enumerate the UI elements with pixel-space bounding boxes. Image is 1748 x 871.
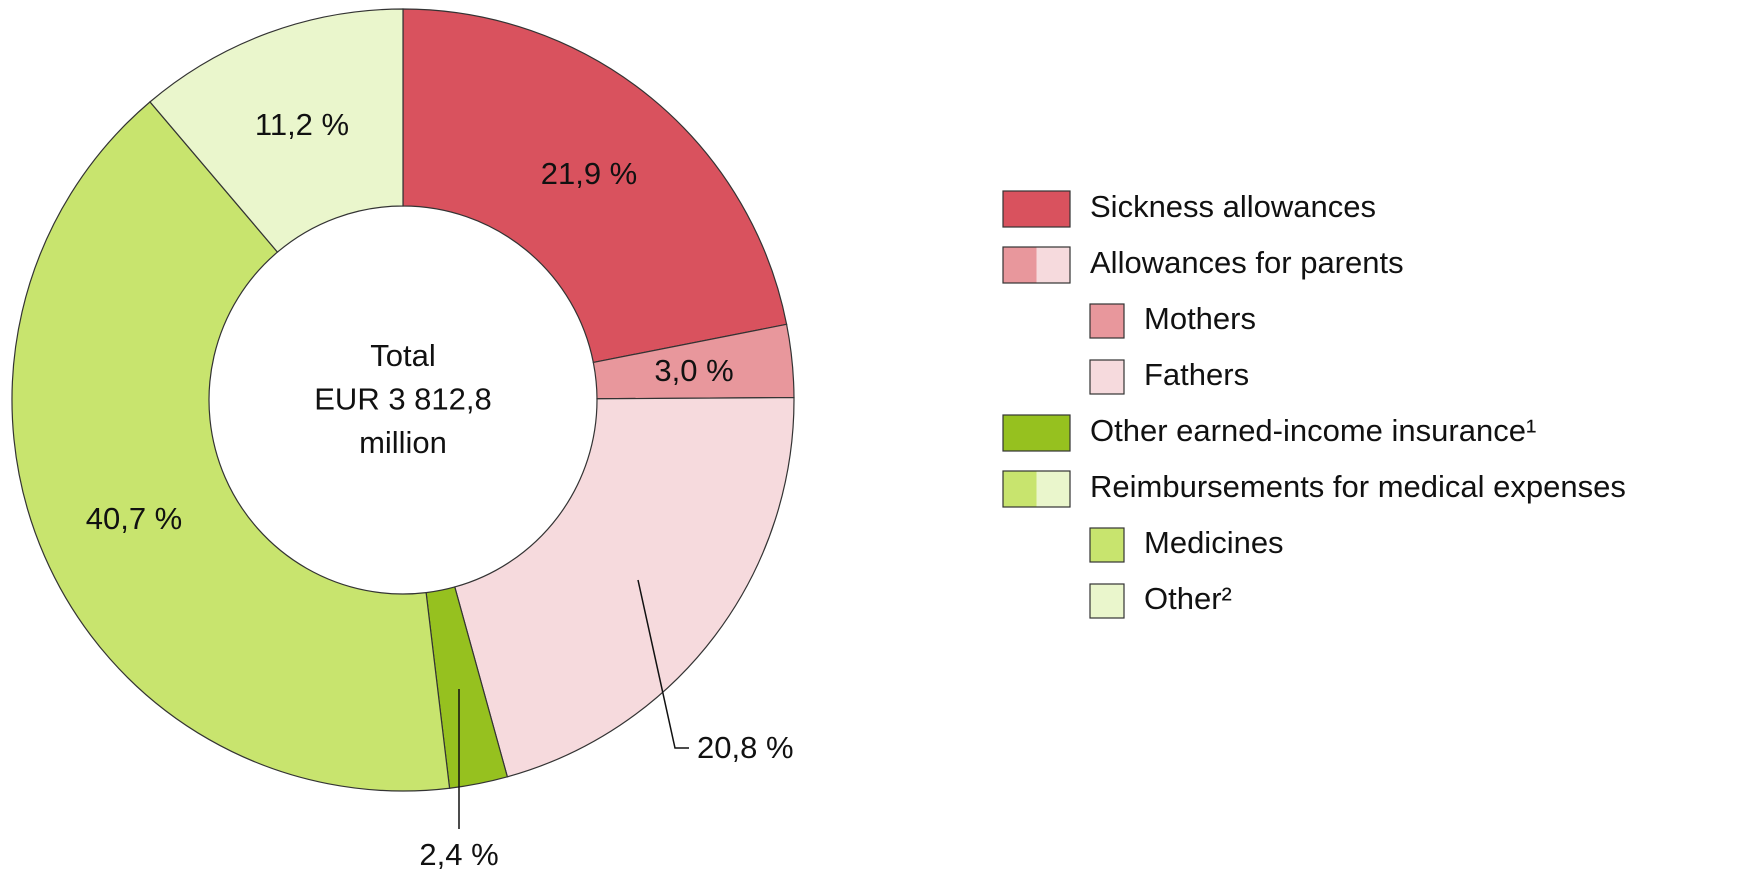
legend-label: Allowances for parents [1090,245,1404,280]
leader-line [637,579,689,749]
legend-label: Reimbursements for medical expenses [1090,469,1626,504]
legend-swatch [1089,359,1125,395]
donut-slice [11,101,451,792]
legend-swatch [1002,414,1071,452]
value-label: 2,4 % [419,837,498,871]
value-label: 11,2 % [255,107,349,142]
legend-swatch [1089,303,1125,339]
center-label: Total [370,338,435,373]
value-label: 40,7 % [86,501,183,536]
donut-slice [402,8,788,364]
legend-swatch [1036,471,1070,507]
legend-label: Other earned-income insurance¹ [1090,413,1536,448]
value-label: 3,0 % [654,353,733,388]
legend-swatch [1002,190,1071,228]
legend-swatch-border [1002,246,1071,284]
legend-swatch [1036,247,1070,283]
donut-slice [454,396,795,778]
legend-label: Medicines [1144,525,1284,560]
legend-swatch [1089,583,1125,619]
legend-swatch-border [1002,470,1071,508]
legend-label: Fathers [1144,357,1249,392]
center-label: million [359,425,447,460]
legend-swatch [1003,471,1037,507]
center-label: EUR 3 812,8 [314,382,492,417]
legend-swatch [1003,247,1037,283]
value-label: 20,8 % [697,730,794,765]
donut-slice [149,8,404,253]
legend-label: Other² [1144,581,1232,616]
legend-label: Sickness allowances [1090,189,1376,224]
legend-label: Mothers [1144,301,1256,336]
legend-swatch [1089,527,1125,563]
value-label: 21,9 % [541,156,638,191]
